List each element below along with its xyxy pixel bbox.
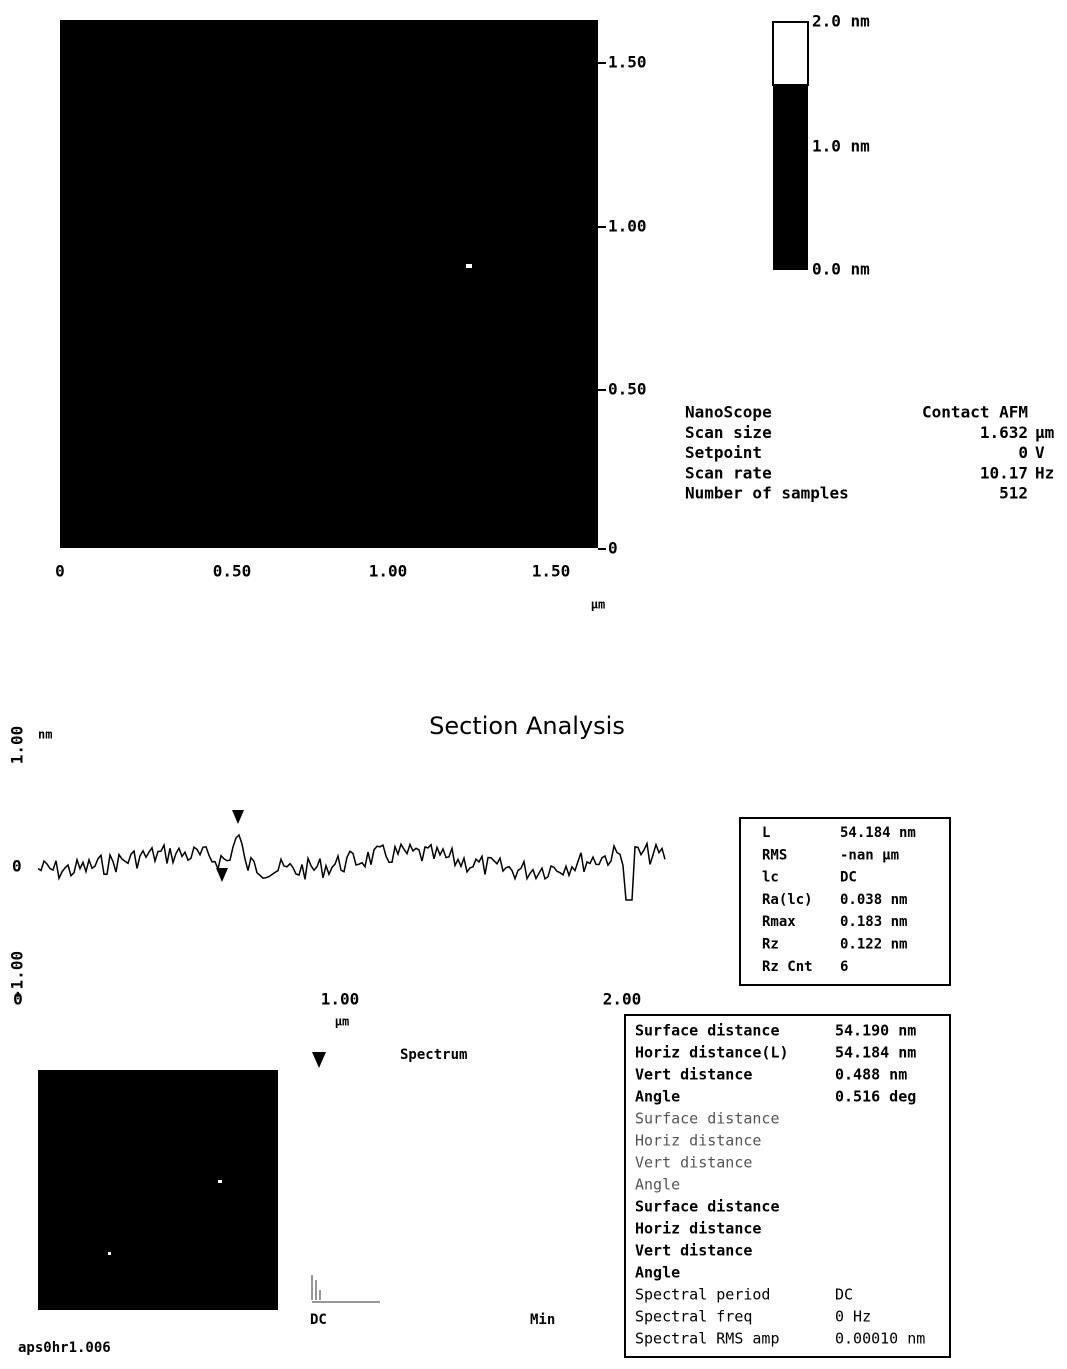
roughness-label: RMS xyxy=(762,847,787,863)
color-bar-bottom xyxy=(773,85,808,270)
measure-label: Surface distance xyxy=(635,1022,780,1040)
thumbnail-image xyxy=(38,1070,278,1310)
measure-label: Spectral freq xyxy=(635,1308,752,1326)
color-bar-label: 1.0 nm xyxy=(812,137,870,156)
roughness-value: 54.184 nm xyxy=(840,825,916,841)
measure-label: Angle xyxy=(635,1088,680,1106)
x-tick-label: 1.00 xyxy=(369,562,408,581)
spectrum-marker xyxy=(312,1052,326,1068)
measure-value: DC xyxy=(835,1286,853,1304)
info-unit: Hz xyxy=(1035,463,1054,482)
x-tick-label: 1.00 xyxy=(321,990,360,1009)
measure-value: 54.184 nm xyxy=(835,1044,916,1062)
measure-label: Surface distance xyxy=(635,1110,780,1128)
y-unit: nm xyxy=(38,728,52,742)
measure-label: Horiz distance xyxy=(635,1132,761,1150)
color-bar-top xyxy=(772,21,809,86)
roughness-box xyxy=(739,817,951,986)
x-tick-label: 0 xyxy=(13,990,23,1009)
spectrum-title: Spectrum xyxy=(400,1047,467,1063)
info-unit: µm xyxy=(1035,423,1055,442)
y-tick-label: 0 xyxy=(12,857,22,876)
measure-label: Vert distance xyxy=(635,1154,752,1172)
roughness-value: -nan µm xyxy=(840,847,899,863)
color-bar-label: 2.0 nm xyxy=(812,12,870,31)
spectrum-trace xyxy=(311,1275,380,1303)
roughness-label: L xyxy=(762,825,770,841)
measure-box xyxy=(624,1014,951,1358)
x-tick-label: 0 xyxy=(55,562,65,581)
spectrum-right: Min xyxy=(530,1312,555,1328)
roughness-value: 6 xyxy=(840,959,848,975)
measure-value: 0.516 deg xyxy=(835,1088,916,1106)
measure-value: 0.00010 nm xyxy=(835,1330,925,1348)
roughness-value: 0.038 nm xyxy=(840,892,907,908)
measure-label: Angle xyxy=(635,1176,680,1194)
info-unit: V xyxy=(1035,443,1045,462)
measure-label: Horiz distance xyxy=(635,1220,761,1238)
measure-label: Surface distance xyxy=(635,1198,780,1216)
y-tick-label: 1.00 xyxy=(608,217,647,236)
roughness-label: Rmax xyxy=(762,914,796,930)
height-image xyxy=(60,20,598,548)
measure-label: Vert distance xyxy=(635,1242,752,1260)
color-bar-label: 0.0 nm xyxy=(812,260,870,279)
y-tick-label: 0 xyxy=(608,539,618,558)
roughness-value: 0.122 nm xyxy=(840,937,907,953)
profile-line xyxy=(37,833,666,901)
measure-label: Spectral period xyxy=(635,1286,770,1304)
info-value: Contact AFM xyxy=(922,403,1028,422)
x-tick-label: 2.00 xyxy=(603,990,642,1009)
measure-label: Angle xyxy=(635,1264,680,1282)
measure-value: 0.488 nm xyxy=(835,1066,907,1084)
cursor-marker xyxy=(232,810,244,824)
info-value: 10.17 xyxy=(980,463,1028,482)
y-tick-label: 1.50 xyxy=(608,53,647,72)
measure-label: Horiz distance(L) xyxy=(635,1044,789,1062)
thumb-speck xyxy=(108,1252,111,1255)
file-name: aps0hr1.006 xyxy=(18,1340,111,1356)
x-unit: µm xyxy=(591,598,605,612)
roughness-label: Rz Cnt xyxy=(762,959,813,975)
x-unit: µm xyxy=(335,1015,349,1029)
measure-value: 0 Hz xyxy=(835,1308,871,1326)
roughness-label: Rz xyxy=(762,937,779,953)
roughness-value: 0.183 nm xyxy=(840,914,907,930)
measure-label: Spectral RMS amp xyxy=(635,1330,780,1348)
roughness-label: Ra(lc) xyxy=(762,892,813,908)
spectrum-left: DC xyxy=(310,1312,327,1328)
thumb-speck xyxy=(218,1180,222,1183)
x-tick-label: 1.50 xyxy=(532,562,571,581)
x-tick-label: 0.50 xyxy=(213,562,252,581)
cursor-marker xyxy=(216,868,228,882)
measure-label: Vert distance xyxy=(635,1066,752,1084)
info-label: Scan rate xyxy=(685,463,772,482)
y-tick-label: 1.00 xyxy=(8,726,27,765)
info-label: Setpoint xyxy=(685,443,762,462)
section-title: Section Analysis xyxy=(429,712,625,740)
y-tick-label: -1.00 xyxy=(8,951,27,999)
image-speck xyxy=(466,264,472,268)
info-value: 1.632 xyxy=(980,423,1028,442)
info-label: Number of samples xyxy=(685,484,849,503)
roughness-value: DC xyxy=(840,870,857,886)
measure-value: 54.190 nm xyxy=(835,1022,916,1040)
info-value: 512 xyxy=(999,484,1028,503)
y-tick-label: 0.50 xyxy=(608,380,647,399)
info-label: Scan size xyxy=(685,423,772,442)
info-label: NanoScope xyxy=(685,403,772,422)
roughness-label: lc xyxy=(762,870,779,886)
info-value: 0 xyxy=(1018,443,1028,462)
